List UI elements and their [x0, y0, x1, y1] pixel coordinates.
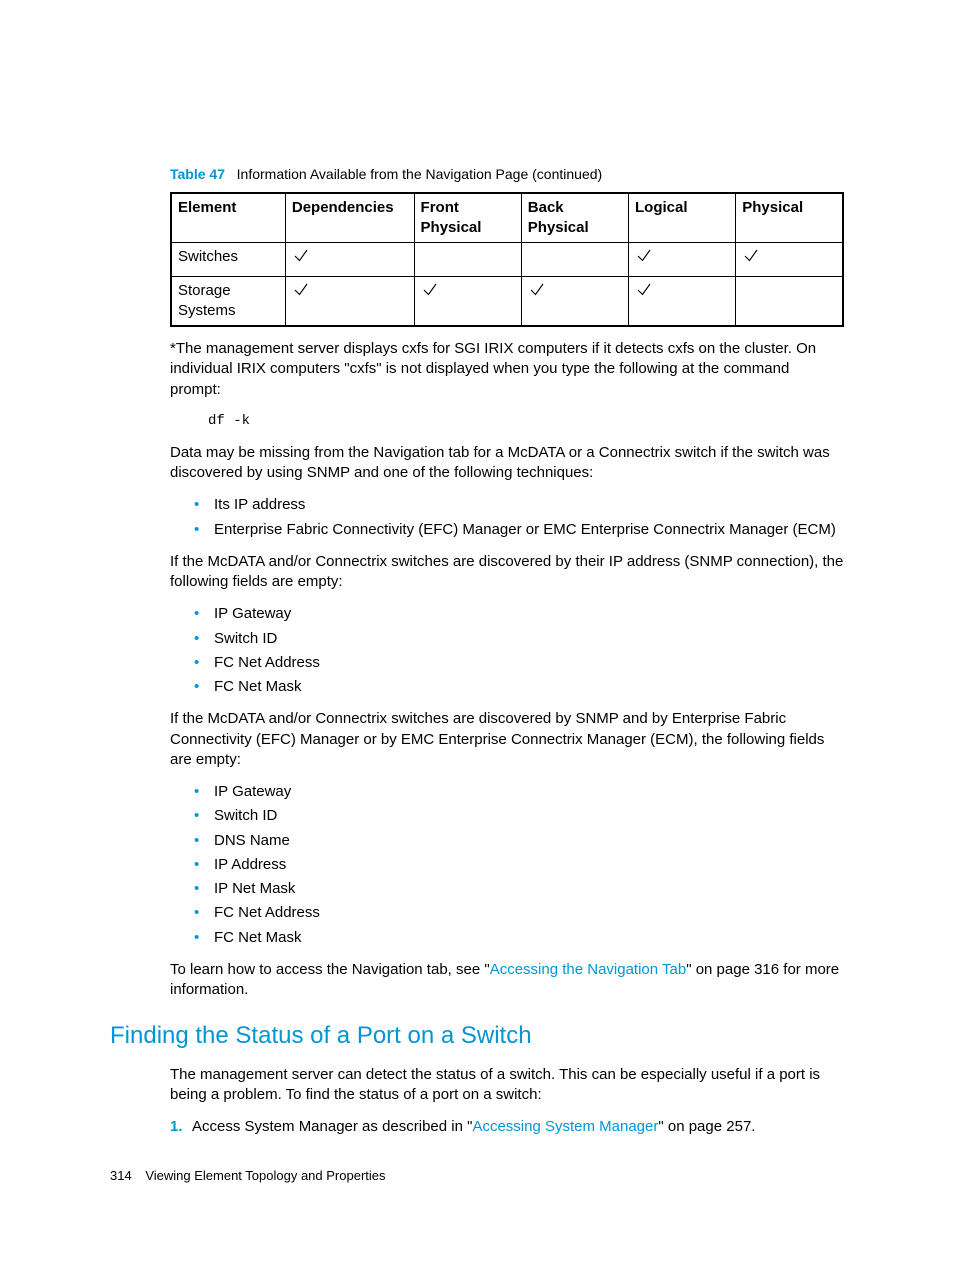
command-text: df -k — [208, 412, 844, 431]
td-check — [521, 243, 628, 276]
check-icon — [292, 247, 310, 265]
td-check — [629, 276, 736, 326]
td-element: Storage Systems — [171, 276, 285, 326]
td-check — [414, 243, 521, 276]
bullet-list-1: Its IP address Enterprise Fabric Connecti… — [192, 495, 844, 540]
para-4: To learn how to access the Navigation ta… — [170, 960, 844, 1001]
table-row: Storage Systems — [171, 276, 843, 326]
steps-list: Access System Manager as described in "A… — [170, 1117, 844, 1137]
check-icon — [742, 247, 760, 265]
info-table: Element Dependencies Front Physical Back… — [170, 192, 844, 327]
list-item: IP Gateway — [192, 604, 844, 624]
table-row: Switches — [171, 243, 843, 276]
page-footer: 314 Viewing Element Topology and Propert… — [110, 1167, 844, 1185]
list-item: Switch ID — [192, 806, 844, 826]
step-1-pre: Access System Manager as described in " — [192, 1118, 472, 1135]
check-icon — [635, 281, 653, 299]
step-1-post: " on page 257. — [658, 1118, 755, 1135]
th-logical: Logical — [629, 193, 736, 243]
step-1: Access System Manager as described in "A… — [170, 1117, 844, 1137]
section-heading: Finding the Status of a Port on a Switch — [110, 1020, 844, 1052]
list-item: FC Net Mask — [192, 928, 844, 948]
para-5: The management server can detect the sta… — [170, 1065, 844, 1106]
bullet-list-2: IP Gateway Switch ID FC Net Address FC Net … — [192, 604, 844, 697]
table-caption-text: Information Available from the Navigatio… — [237, 166, 603, 182]
list-item: Switch ID — [192, 629, 844, 649]
accessing-system-manager-link[interactable]: Accessing System Manager — [472, 1118, 658, 1135]
th-back-physical: Back Physical — [521, 193, 628, 243]
check-icon — [421, 281, 439, 299]
td-check — [285, 276, 414, 326]
note-text: *The management server displays cxfs for… — [170, 339, 844, 400]
th-front-physical: Front Physical — [414, 193, 521, 243]
list-item: FC Net Address — [192, 653, 844, 673]
para-1: Data may be missing from the Navigation … — [170, 443, 844, 484]
th-element: Element — [171, 193, 285, 243]
td-check — [736, 276, 843, 326]
td-check — [414, 276, 521, 326]
td-check — [629, 243, 736, 276]
th-dependencies: Dependencies — [285, 193, 414, 243]
check-icon — [528, 281, 546, 299]
table-label: Table 47 — [170, 166, 225, 182]
table-header-row: Element Dependencies Front Physical Back… — [171, 193, 843, 243]
td-element: Switches — [171, 243, 285, 276]
table-caption: Table 47 Information Available from the … — [170, 165, 844, 184]
td-check — [736, 243, 843, 276]
para-2: If the McDATA and/or Connectrix switches… — [170, 552, 844, 593]
th-physical: Physical — [736, 193, 843, 243]
list-item: FC Net Mask — [192, 677, 844, 697]
footer-text: Viewing Element Topology and Properties — [145, 1168, 385, 1183]
para-4-pre: To learn how to access the Navigation ta… — [170, 961, 490, 978]
list-item: IP Address — [192, 855, 844, 875]
list-item: FC Net Address — [192, 903, 844, 923]
bullet-list-3: IP Gateway Switch ID DNS Name IP Address IP … — [192, 782, 844, 948]
list-item: Its IP address — [192, 495, 844, 515]
check-icon — [635, 247, 653, 265]
list-item: Enterprise Fabric Connectivity (EFC) Man… — [192, 520, 844, 540]
list-item: DNS Name — [192, 831, 844, 851]
list-item: IP Net Mask — [192, 879, 844, 899]
check-icon — [292, 281, 310, 299]
td-check — [285, 243, 414, 276]
list-item: IP Gateway — [192, 782, 844, 802]
para-3: If the McDATA and/or Connectrix switches… — [170, 709, 844, 770]
td-check — [521, 276, 628, 326]
page-number: 314 — [110, 1168, 132, 1183]
accessing-navigation-tab-link[interactable]: Accessing the Navigation Tab — [490, 961, 687, 978]
